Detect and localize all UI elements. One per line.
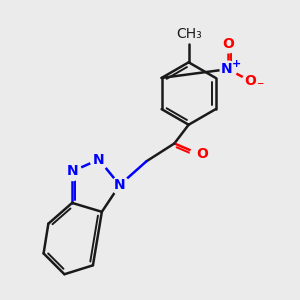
Text: CH₃: CH₃	[176, 27, 202, 41]
Text: O: O	[244, 74, 256, 88]
Text: N: N	[114, 178, 125, 192]
Text: N: N	[66, 164, 78, 178]
Text: O: O	[222, 38, 234, 52]
Text: ⁻: ⁻	[256, 80, 264, 93]
Text: N: N	[93, 152, 105, 167]
Text: N: N	[220, 62, 232, 76]
Text: +: +	[232, 59, 241, 69]
Text: O: O	[196, 147, 208, 160]
